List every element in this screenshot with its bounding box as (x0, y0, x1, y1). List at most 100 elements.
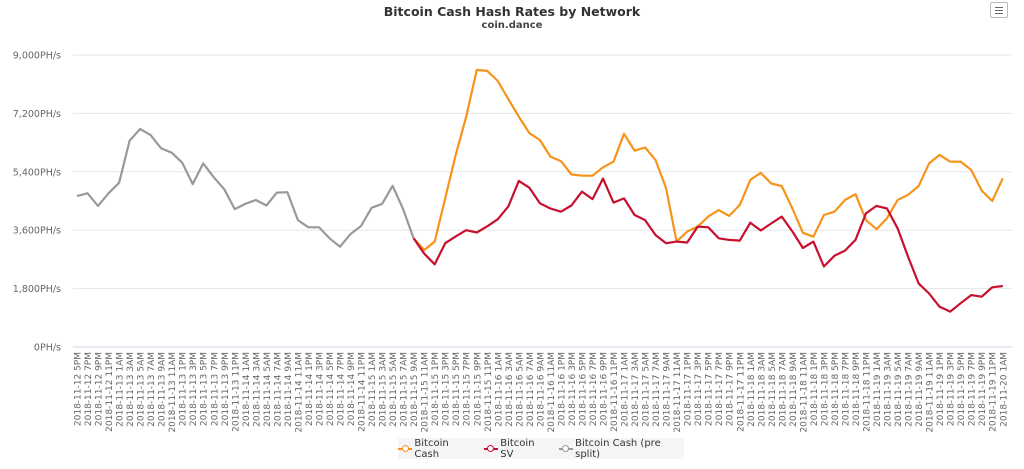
x-tick-label: 2018-11-16 7AM (526, 352, 536, 427)
x-tick-label: 2018-11-16 3PM (568, 352, 578, 426)
x-tick-label: 2018-11-19 9AM (915, 352, 925, 427)
x-tick-label: 2018-11-13 9AM (158, 352, 168, 427)
x-tick-label: 2018-11-14 5AM (263, 352, 273, 427)
x-tick-label: 2018-11-17 1PM (684, 352, 694, 426)
series-line-bitcoin-cash (412, 68, 1004, 252)
x-tick-label: 2018-11-14 1PM (305, 352, 315, 426)
legend-marker-icon (483, 445, 498, 453)
x-tick-label: 2018-11-18 9PM (852, 352, 862, 426)
y-tick-label: 0PH/s (34, 343, 61, 354)
x-tick-label: 2018-11-13 3AM (126, 352, 136, 427)
x-tick-label: 2018-11-14 7AM (273, 352, 283, 427)
y-tick-label: 9,000PH/s (13, 51, 61, 62)
x-tick-label: 2018-11-15 5AM (389, 352, 399, 427)
x-tick-label: 2018-11-15 3AM (379, 352, 389, 427)
x-tick-label: 2018-11-19 3PM (947, 352, 957, 426)
x-tick-label: 2018-11-15 1AM (368, 352, 378, 427)
x-tick-label: 2018-11-19 3AM (884, 352, 894, 427)
x-tick-label: 2018-11-15 5PM (452, 352, 462, 426)
legend: Bitcoin Cash Bitcoin SV Bitcoin Cash (pr… (398, 437, 684, 460)
series-line-bitcoin-sv (412, 177, 1003, 313)
x-tick-label: 2018-11-15 11AM (421, 352, 431, 433)
x-tick-label: 2018-11-15 9AM (410, 352, 420, 427)
x-tick-label: 2018-11-17 9PM (726, 352, 736, 426)
x-tick-label: 2018-11-18 7PM (841, 352, 851, 426)
x-tick-label: 2018-11-19 11AM (926, 352, 936, 433)
x-tick-label: 2018-11-15 1PM (431, 352, 441, 426)
x-tick-label: 2018-11-12 11PM (105, 352, 115, 432)
x-tick-label: 2018-11-13 3PM (189, 352, 199, 426)
x-tick-label: 2018-11-13 1PM (179, 352, 189, 426)
x-tick-label: 2018-11-18 3AM (757, 352, 767, 427)
x-tick-label: 2018-11-14 11AM (294, 352, 304, 433)
x-tick-label: 2018-11-16 9AM (536, 352, 546, 427)
x-tick-label: 2018-11-17 9AM (663, 352, 673, 427)
x-tick-label: 2018-11-18 1AM (747, 352, 757, 427)
x-tick-label: 2018-11-13 7PM (210, 352, 220, 426)
x-tick-label: 2018-11-16 11PM (610, 352, 620, 432)
x-tick-label: 2018-11-17 5PM (705, 352, 715, 426)
x-tick-label: 2018-11-16 5PM (578, 352, 588, 426)
x-tick-label: 2018-11-15 7PM (463, 352, 473, 426)
x-tick-label: 2018-11-13 11AM (168, 352, 178, 433)
legend-item-bitcoin-cash[interactable]: Bitcoin Cash (398, 438, 474, 460)
series-line-bitcoin-cash-pre-split (76, 127, 415, 248)
x-tick-label: 2018-11-12 5PM (74, 352, 84, 426)
x-tick-label: 2018-11-19 5PM (957, 352, 967, 426)
x-tick-label: 2018-11-17 3PM (694, 352, 704, 426)
x-tick-label: 2018-11-14 7PM (337, 352, 347, 426)
legend-marker-icon (398, 445, 412, 453)
x-tick-label: 2018-11-19 7AM (905, 352, 915, 427)
x-tick-label: 2018-11-13 9PM (221, 352, 231, 426)
y-tick-label: 7,200PH/s (13, 109, 61, 120)
x-tick-label: 2018-11-15 11PM (484, 352, 494, 432)
x-tick-label: 2018-11-17 3AM (631, 352, 641, 427)
x-tick-label: 2018-11-14 3AM (252, 352, 262, 427)
x-tick-label: 2018-11-18 11AM (799, 352, 809, 433)
x-tick-label: 2018-11-15 9PM (473, 352, 483, 426)
x-tick-label: 2018-11-18 5PM (831, 352, 841, 426)
legend-item-bitcoin-sv[interactable]: Bitcoin SV (483, 437, 549, 460)
x-tick-label: 2018-11-15 7AM (400, 352, 410, 427)
x-tick-label: 2018-11-13 7AM (147, 352, 157, 427)
chart-subtitle: coin.dance (481, 20, 543, 31)
x-tick-label: 2018-11-12 7PM (84, 352, 94, 426)
x-tick-label: 2018-11-16 9PM (600, 352, 610, 426)
legend-item-bitcoin-cash-pre-split[interactable]: Bitcoin Cash (pre split) (558, 437, 684, 460)
x-tick-label: 2018-11-15 3PM (442, 352, 452, 426)
x-tick-label: 2018-11-19 11PM (989, 352, 999, 432)
x-tick-label: 2018-11-19 5AM (894, 352, 904, 427)
x-tick-label: 2018-11-14 9AM (284, 352, 294, 427)
x-tick-label: 2018-11-18 11PM (863, 352, 873, 432)
x-tick-label: 2018-11-17 1AM (621, 352, 631, 427)
chart-title: Bitcoin Cash Hash Rates by Network (383, 4, 641, 19)
x-tick-label: 2018-11-14 3PM (315, 352, 325, 426)
x-tick-label: 2018-11-18 3PM (820, 352, 830, 426)
x-tick-label: 2018-11-13 1AM (116, 352, 126, 427)
x-tick-label: 2018-11-17 11PM (736, 352, 746, 432)
hamburger-menu-icon[interactable] (990, 2, 1008, 18)
x-tick-label: 2018-11-13 5PM (200, 352, 210, 426)
x-tick-label: 2018-11-19 9PM (978, 352, 988, 426)
x-tick-label: 2018-11-18 9AM (789, 352, 799, 427)
x-tick-label: 2018-11-12 9PM (95, 352, 105, 426)
x-tick-label: 2018-11-19 1PM (936, 352, 946, 426)
x-tick-label: 2018-11-16 5AM (515, 352, 525, 427)
x-tick-label: 2018-11-16 1AM (494, 352, 504, 427)
x-tick-label: 2018-11-16 3AM (505, 352, 515, 427)
x-tick-label: 2018-11-14 9PM (347, 352, 357, 426)
x-tick-label: 2018-11-19 7PM (968, 352, 978, 426)
x-tick-label: 2018-11-20 1AM (999, 352, 1009, 427)
x-tick-label: 2018-11-14 1AM (242, 352, 252, 427)
x-tick-label: 2018-11-19 1AM (873, 352, 883, 427)
legend-label: Bitcoin SV (500, 437, 535, 460)
x-tick-label: 2018-11-17 11AM (673, 352, 683, 433)
x-tick-label: 2018-11-18 1PM (810, 352, 820, 426)
legend-label: Bitcoin Cash (pre split) (575, 437, 661, 460)
y-tick-label: 3,600PH/s (13, 226, 61, 237)
x-tick-label: 2018-11-13 11PM (231, 352, 241, 432)
x-tick-label: 2018-11-18 5AM (768, 352, 778, 427)
x-tick-label: 2018-11-17 5AM (642, 352, 652, 427)
x-tick-label: 2018-11-13 5AM (137, 352, 147, 427)
x-tick-label: 2018-11-17 7AM (652, 352, 662, 427)
